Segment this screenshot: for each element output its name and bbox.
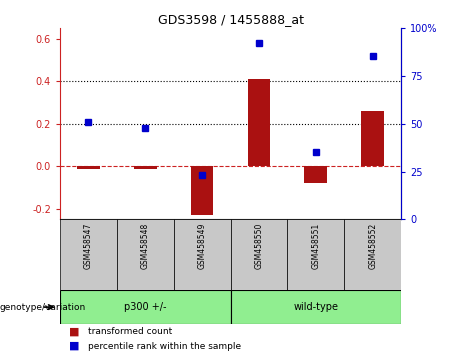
Text: transformed count: transformed count [88,327,172,336]
Text: GSM458550: GSM458550 [254,223,263,269]
Title: GDS3598 / 1455888_at: GDS3598 / 1455888_at [158,13,303,26]
Text: wild-type: wild-type [293,302,338,312]
Text: GSM458549: GSM458549 [198,223,207,269]
Bar [60,219,117,290]
Bar [134,166,157,169]
Text: GSM458551: GSM458551 [311,223,320,269]
Bar [230,290,401,324]
Bar [304,166,327,183]
Bar [117,219,174,290]
Bar [174,219,230,290]
Bar [287,219,344,290]
Bar [230,219,287,290]
Text: GSM458547: GSM458547 [84,223,93,269]
Text: percentile rank within the sample: percentile rank within the sample [88,342,241,350]
Bar [77,166,100,169]
Bar [361,111,384,166]
Bar [344,219,401,290]
Bar [60,290,230,324]
Text: p300 +/-: p300 +/- [124,302,166,312]
Bar [191,166,213,215]
Text: GSM458552: GSM458552 [368,223,377,269]
Text: genotype/variation: genotype/variation [0,303,86,312]
Bar [248,79,270,166]
Text: GSM458548: GSM458548 [141,223,150,269]
Text: ■: ■ [69,327,80,337]
Text: ■: ■ [69,341,80,351]
